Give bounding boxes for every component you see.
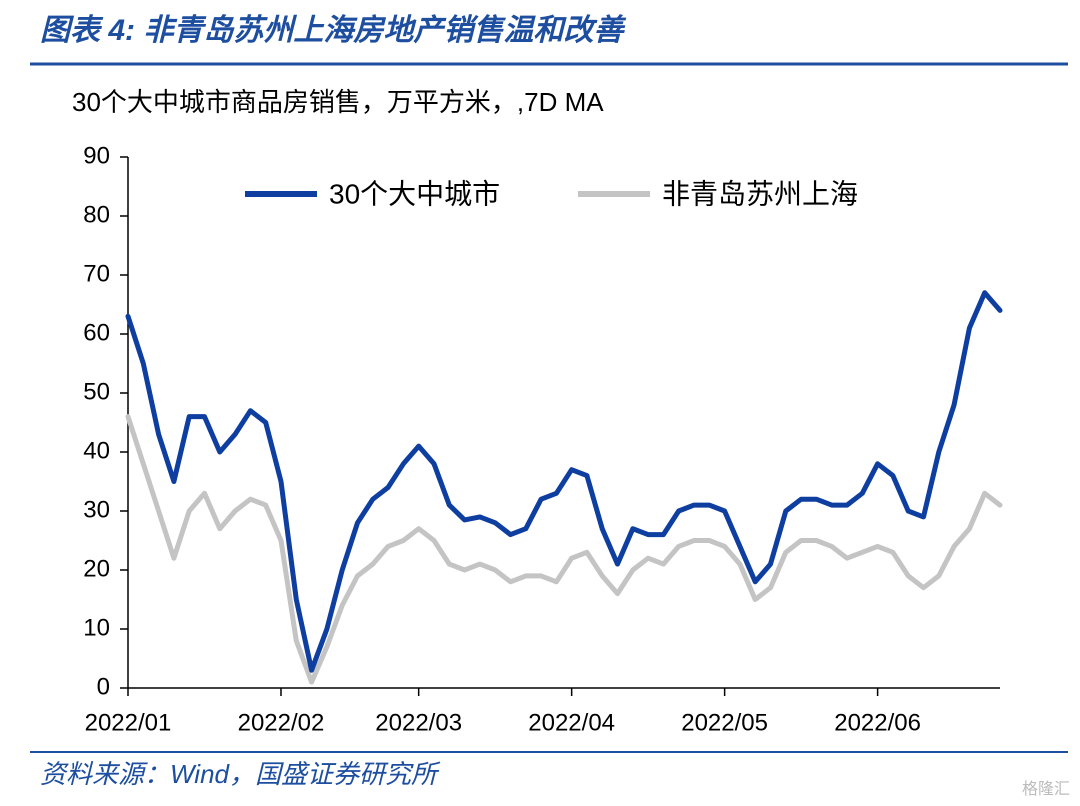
y-tick-label: 30	[83, 496, 110, 523]
y-tick-label: 80	[83, 201, 110, 228]
x-tick-label: 2022/03	[375, 709, 462, 736]
y-tick-label: 0	[97, 673, 110, 700]
source: 资料来源：Wind，国盛证券研究所	[40, 759, 441, 789]
legend-label: 30个大中城市	[329, 178, 500, 209]
y-tick-label: 10	[83, 614, 110, 641]
watermark: 格隆汇	[1022, 780, 1070, 798]
y-tick-label: 90	[83, 142, 110, 169]
y-tick-label: 50	[83, 378, 110, 405]
x-tick-label: 2022/06	[834, 709, 921, 736]
subtitle: 30个大中城市商品房销售，万平方米，,7D MA	[72, 87, 604, 117]
y-tick-label: 60	[83, 319, 110, 346]
y-tick-label: 20	[83, 555, 110, 582]
y-tick-label: 40	[83, 437, 110, 464]
x-tick-label: 2022/02	[238, 709, 325, 736]
legend-label: 非青岛苏州上海	[662, 178, 858, 209]
y-tick-label: 70	[83, 260, 110, 287]
series-line	[125, 290, 1003, 673]
chart-title: 图表 4: 非青岛苏州上海房地产销售温和改善	[40, 14, 626, 47]
series-line	[125, 414, 1003, 685]
x-tick-label: 2022/04	[528, 709, 615, 736]
x-tick-label: 2022/01	[85, 709, 172, 736]
x-tick-label: 2022/05	[681, 709, 768, 736]
